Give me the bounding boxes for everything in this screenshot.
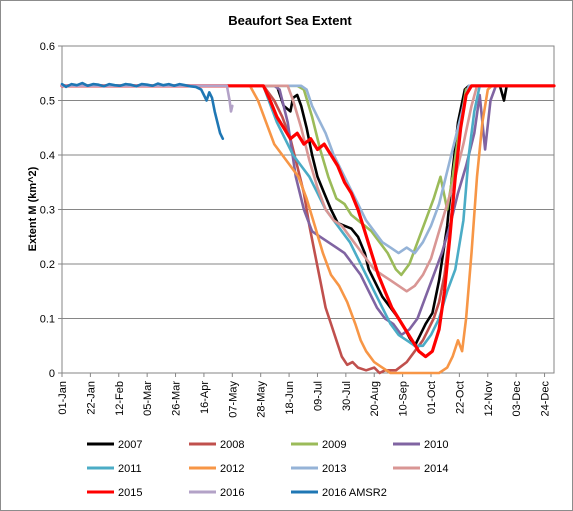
series-line [60, 84, 556, 277]
y-tick-label: 0.4 [40, 150, 55, 162]
x-tick-label: 03-Dec [511, 381, 523, 417]
x-tick-label: 12-Feb [114, 381, 126, 416]
x-tick-label: 20-Aug [369, 381, 381, 416]
y-tick-label: 0.1 [40, 314, 55, 326]
series-line [60, 84, 556, 255]
x-tick-label: 12-Nov [483, 381, 495, 417]
y-tick-label: 0.3 [40, 205, 55, 217]
x-tick-label: 18-Jun [284, 381, 296, 415]
x-tick-label: 01-Oct [426, 381, 438, 414]
legend-label: 2010 [424, 439, 448, 451]
y-axis-label: Extent M (km^2) [27, 166, 39, 251]
x-tick-label: 28-May [256, 381, 268, 418]
legend-label: 2016 [220, 487, 244, 499]
y-tick-label: 0.5 [40, 96, 55, 108]
y-tick-label: 0.6 [40, 41, 55, 53]
series-lines [60, 81, 556, 375]
x-tick-label: 16-Apr [199, 381, 211, 414]
legend: 2007 2008 2009 2010 2011 2012 2013 2014 2015 2016… [87, 439, 448, 499]
legend-label: 2012 [220, 463, 244, 475]
series-line [60, 84, 556, 375]
legend-label: 2008 [220, 439, 244, 451]
x-tick-label: 07-May [227, 381, 239, 418]
y-axis: 0 0.1 0.2 0.3 0.4 0.5 0.6 [40, 41, 62, 380]
chart-title: Beaufort Sea Extent [228, 13, 352, 28]
legend-label: 2007 [118, 439, 142, 451]
y-tick-label: 0 [49, 368, 55, 380]
x-tick-label: 30-Jul [341, 381, 353, 411]
legend-label: 2015 [118, 487, 142, 499]
x-tick-label: 26-Mar [171, 381, 183, 416]
x-tick-label: 01-Jan [57, 381, 69, 415]
x-tick-label: 22-Jan [85, 381, 97, 415]
legend-label: 2016 AMSR2 [322, 487, 387, 499]
series-line [60, 84, 556, 359]
x-tick-label: 09-Jul [312, 381, 324, 411]
x-tick-label: 22-Oct [454, 381, 466, 414]
y-tick-label: 0.2 [40, 259, 55, 271]
legend-label: 2013 [322, 463, 346, 475]
series-line [60, 84, 556, 293]
legend-label: 2009 [322, 439, 346, 451]
x-tick-label: 05-Mar [142, 381, 154, 416]
legend-label: 2011 [118, 463, 142, 475]
x-tick-label: 10-Sep [398, 381, 410, 416]
series-line [60, 81, 225, 140]
legend-label: 2014 [424, 463, 448, 475]
series-line [60, 84, 556, 348]
x-tick-label: 24-Dec [540, 381, 552, 417]
x-axis: 01-Jan 22-Jan 12-Feb 05-Mar 26-Mar 16-Apr 07-M… [57, 373, 552, 418]
